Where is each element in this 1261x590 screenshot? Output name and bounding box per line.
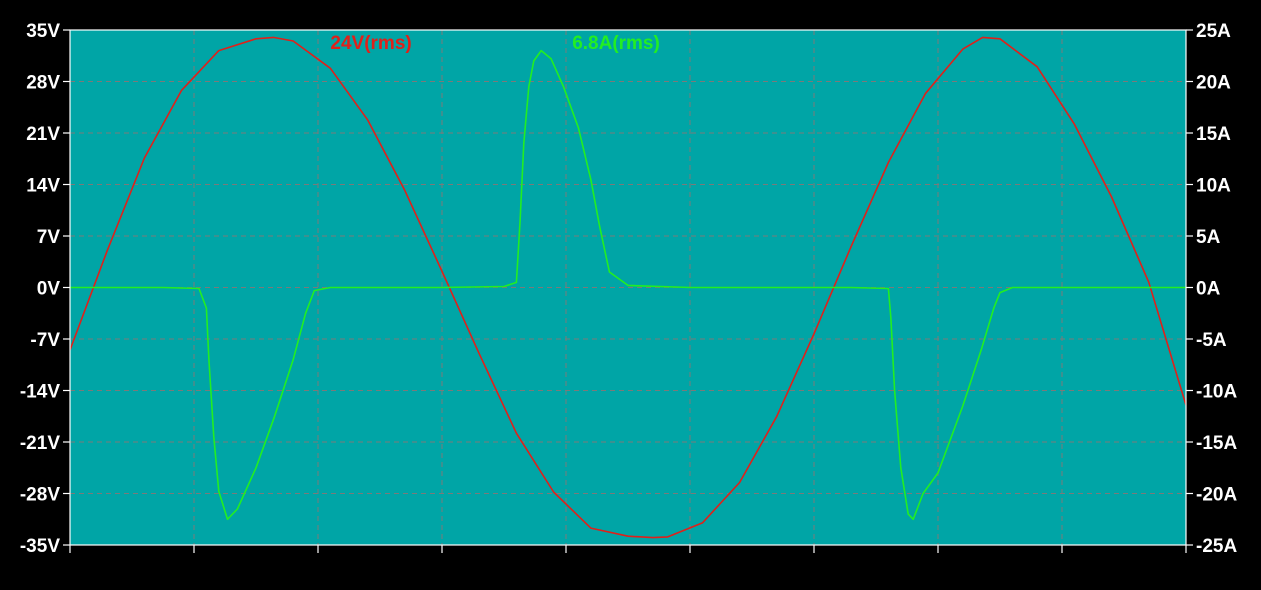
series-lines [70,36,1186,539]
voltage-series-line [70,36,1186,539]
current-rms-label: 6.8A(rms) [572,33,660,54]
grid-lines [70,30,1186,545]
y-left-tick-label: 35V [26,21,60,42]
axes [63,29,1193,553]
y-left-tick-label: -35V [20,536,60,557]
y-left-tick-label: 7V [37,227,61,248]
y-left-tick-label: 28V [26,73,60,94]
y-right-tick-label: -5A [1196,330,1227,351]
current-series-line [70,49,1186,521]
annotations: 24V(rms) 6.8A(rms) [330,33,659,54]
y-right-tick-label: 15A [1196,124,1231,145]
tick-labels: 35V 28V 21V 14V 7V 0V -7V -14V -21V -28V -35V 25A 20… [20,21,1238,557]
y-right-tick-label: 0A [1196,279,1221,300]
y-left-tick-label: 0V [37,279,61,300]
y-left-tick-label: -7V [30,330,60,351]
y-right-tick-label: -10A [1196,382,1237,403]
y-right-tick-label: 25A [1196,21,1231,42]
y-right-tick-label: -20A [1196,485,1237,506]
y-left-tick-label: 21V [26,124,60,145]
y-left-tick-label: -21V [20,433,60,454]
y-right-tick-label: 5A [1196,227,1221,248]
y-left-tick-label: 14V [26,176,60,197]
y-left-tick-label: -14V [20,382,60,403]
y-right-tick-label: -15A [1196,433,1237,454]
plot-frame [69,29,1187,546]
y-right-tick-label: 20A [1196,73,1231,94]
y-left-tick-label: -28V [20,485,60,506]
y-right-tick-label: -25A [1196,536,1237,557]
voltage-rms-label: 24V(rms) [330,33,411,54]
y-right-tick-label: 10A [1196,176,1231,197]
